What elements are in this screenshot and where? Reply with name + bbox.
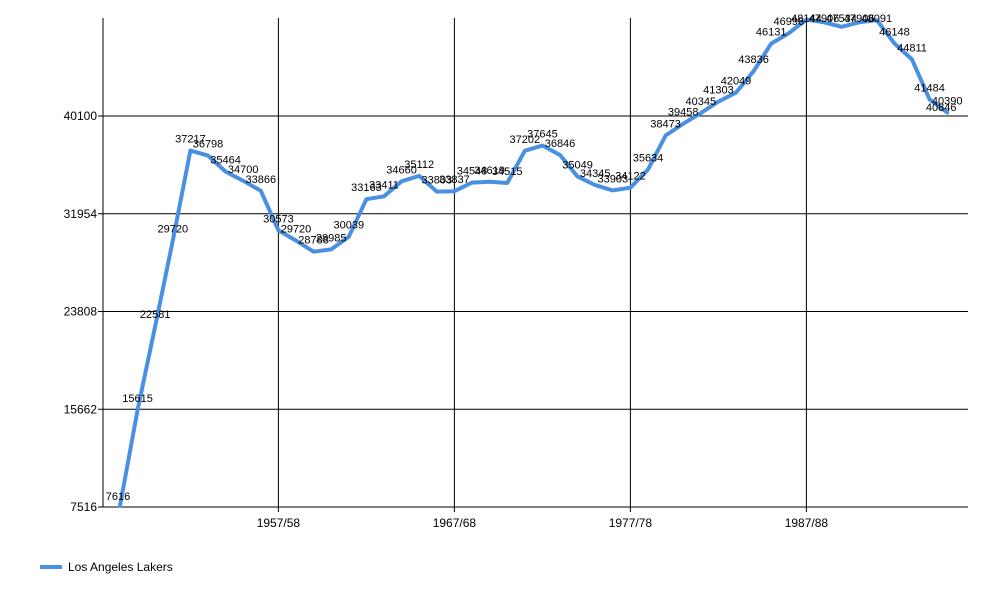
y-tick-label: 40100 [64,109,98,123]
data-label: 40345 [686,96,717,108]
data-label: 40846 [926,102,957,114]
x-tick-label: 1987/88 [785,516,829,530]
data-label: 34660 [386,164,417,176]
legend-swatch [40,565,62,569]
data-label: 36846 [545,138,576,150]
data-label: 38473 [650,119,681,131]
data-label: 30573 [263,213,294,225]
data-label: 40390 [932,96,963,108]
series-line-los-angeles-lakers [118,17,950,508]
data-label: 33163 [351,182,382,194]
data-label: 48144 [791,13,822,25]
legend: Los Angeles Lakers [40,560,173,574]
x-axis-tick-labels: 1957/58 1967/68 1977/78 1987/88 [257,516,829,530]
data-label: 47906 [844,13,875,25]
data-label: 37645 [527,128,558,140]
data-label: 35049 [562,160,593,172]
data-label: 41303 [703,85,734,97]
data-label: 30039 [334,220,365,232]
data-label: 28788 [298,235,329,247]
data-label: 7616 [106,491,130,503]
data-label: 47906 [809,13,840,25]
data-labels: 7616156152258129720372173679835464347003… [106,13,963,503]
data-label: 35112 [404,159,434,171]
data-label: 43836 [738,54,769,66]
series-layer [118,17,950,508]
data-label: 37202 [510,134,541,146]
data-label: 48091 [862,13,893,25]
data-label: 35464 [210,155,241,167]
data-label: 33803 [422,175,453,187]
data-label: 39458 [668,107,699,119]
y-tick-label: 15662 [64,402,98,416]
y-tick-label: 31954 [64,207,98,221]
data-label: 46996 [774,16,805,28]
data-label: 33866 [246,174,277,186]
data-label: 41484 [914,82,945,94]
data-label: 34700 [228,164,259,176]
data-label: 42049 [721,76,752,88]
y-axis-tick-labels: 7516 15662 23808 31954 40100 [64,109,98,514]
data-label: 47534 [826,13,857,25]
y-tick-label: 23808 [64,305,98,319]
data-label: 34515 [492,166,523,178]
x-tick-label: 1977/78 [609,516,653,530]
data-label: 34122 [615,171,646,183]
legend-label: Los Angeles Lakers [68,560,173,574]
data-label: 44811 [897,42,927,54]
data-label: 33903 [598,173,629,185]
data-label: 46131 [756,27,787,39]
data-label: 37217 [175,134,206,146]
data-label: 28985 [316,232,347,244]
x-tick-label: 1957/58 [257,516,301,530]
y-tick-label: 7516 [70,500,97,514]
data-label: 34619 [474,165,505,177]
axes [98,18,968,508]
data-label: 29720 [281,224,312,236]
data-label: 33411 [369,179,399,191]
grid-lines [103,18,968,512]
data-label: 36798 [193,139,224,151]
data-label: 34548 [457,166,488,178]
data-label: 35634 [633,153,664,165]
data-label: 34345 [580,168,611,180]
x-tick-label: 1967/68 [433,516,477,530]
data-label: 22581 [140,309,171,321]
data-label: 15615 [122,393,153,405]
data-label: 29720 [158,224,189,236]
data-label: 46148 [879,26,910,38]
data-label: 33837 [439,174,470,186]
